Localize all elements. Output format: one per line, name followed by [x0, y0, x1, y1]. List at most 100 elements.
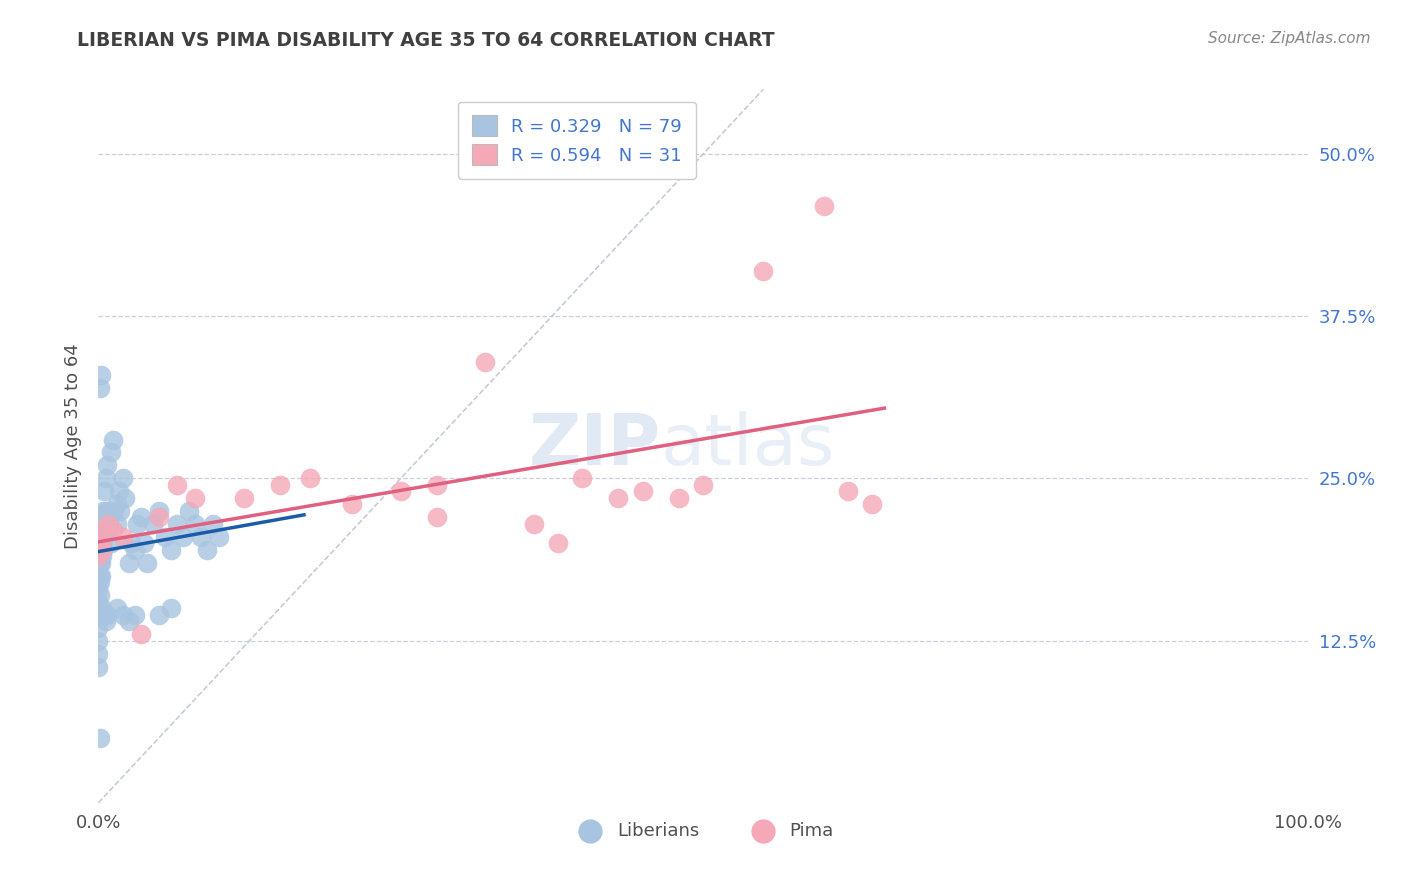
Point: [148, 510, 170, 524]
Point: [98, 516, 121, 531]
Point: [94, 524, 117, 538]
Point: [89, 524, 111, 538]
Point: [837, 484, 859, 499]
Point: [90, 536, 112, 550]
Point: [813, 199, 835, 213]
Point: [426, 510, 449, 524]
Point: [426, 478, 449, 492]
Point: [87, 582, 110, 596]
Point: [120, 536, 142, 550]
Point: [571, 471, 593, 485]
Point: [631, 484, 654, 499]
Point: [105, 516, 128, 531]
Point: [87, 621, 110, 635]
Point: [91, 516, 114, 531]
Point: [93, 484, 115, 499]
Point: [91, 510, 114, 524]
Point: [89, 731, 111, 745]
Text: Source: ZipAtlas.com: Source: ZipAtlas.com: [1208, 31, 1371, 46]
Point: [97, 504, 120, 518]
Point: [100, 445, 122, 459]
Point: [166, 516, 188, 531]
Point: [87, 647, 110, 661]
Point: [124, 607, 146, 622]
Point: [148, 504, 170, 518]
Point: [129, 510, 152, 524]
Point: [105, 601, 128, 615]
Point: [607, 491, 630, 505]
Point: [93, 510, 115, 524]
Point: [87, 595, 110, 609]
Legend: Liberians, Pima: Liberians, Pima: [565, 815, 841, 847]
Point: [91, 524, 114, 538]
Point: [389, 484, 412, 499]
Point: [547, 536, 569, 550]
Point: [93, 530, 115, 544]
Point: [108, 504, 131, 518]
Point: [91, 601, 114, 615]
Point: [160, 601, 183, 615]
Point: [89, 556, 111, 570]
Point: [101, 433, 124, 447]
Point: [269, 478, 291, 492]
Point: [101, 524, 124, 538]
Point: [94, 504, 117, 518]
Point: [90, 524, 112, 538]
Point: [87, 568, 110, 582]
Point: [91, 542, 114, 557]
Point: [89, 381, 111, 395]
Point: [89, 588, 111, 602]
Point: [97, 516, 120, 531]
Point: [90, 568, 112, 582]
Point: [232, 491, 254, 505]
Point: [96, 607, 118, 622]
Point: [160, 542, 183, 557]
Point: [87, 633, 110, 648]
Point: [91, 549, 114, 564]
Text: ZIP: ZIP: [529, 411, 661, 481]
Point: [91, 607, 114, 622]
Point: [127, 516, 149, 531]
Point: [96, 458, 118, 473]
Point: [342, 497, 364, 511]
Point: [195, 542, 218, 557]
Point: [142, 516, 165, 531]
Point: [87, 549, 110, 564]
Point: [202, 516, 225, 531]
Point: [105, 497, 128, 511]
Y-axis label: Disability Age 35 to 64: Disability Age 35 to 64: [63, 343, 82, 549]
Point: [118, 614, 141, 628]
Point: [184, 516, 207, 531]
Point: [148, 607, 170, 622]
Point: [87, 536, 110, 550]
Point: [299, 471, 322, 485]
Point: [860, 497, 883, 511]
Text: LIBERIAN VS PIMA DISABILITY AGE 35 TO 64 CORRELATION CHART: LIBERIAN VS PIMA DISABILITY AGE 35 TO 64…: [77, 31, 775, 50]
Point: [100, 536, 122, 550]
Point: [94, 614, 117, 628]
Point: [94, 471, 117, 485]
Point: [89, 568, 111, 582]
Point: [87, 607, 110, 622]
Point: [108, 484, 131, 499]
Point: [91, 504, 114, 518]
Point: [129, 627, 152, 641]
Point: [89, 549, 111, 564]
Point: [111, 607, 134, 622]
Point: [89, 575, 111, 590]
Point: [172, 530, 194, 544]
Point: [153, 530, 176, 544]
Point: [90, 368, 112, 382]
Point: [166, 478, 188, 492]
Point: [97, 516, 120, 531]
Point: [692, 478, 714, 492]
Point: [103, 504, 125, 518]
Point: [474, 354, 496, 368]
Point: [90, 556, 112, 570]
Point: [114, 491, 136, 505]
Text: atlas: atlas: [661, 411, 835, 481]
Point: [190, 530, 212, 544]
Point: [184, 491, 207, 505]
Point: [87, 659, 110, 673]
Point: [91, 542, 114, 557]
